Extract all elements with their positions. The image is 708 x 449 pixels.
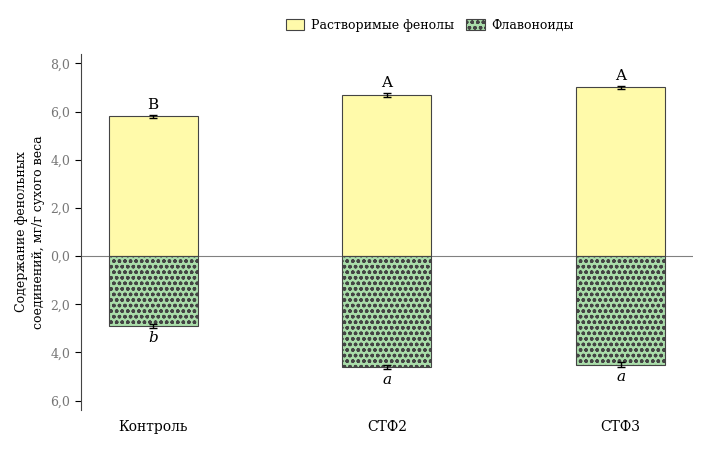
Bar	[343, 95, 431, 256]
Text: A: A	[615, 69, 627, 83]
Bar	[108, 256, 198, 326]
Text: a: a	[382, 373, 392, 387]
Legend: Растворимые фенолы, Флавоноиды: Растворимые фенолы, Флавоноиды	[280, 13, 579, 36]
Bar	[108, 116, 198, 256]
Text: B: B	[147, 98, 159, 112]
Text: A: A	[382, 76, 392, 90]
Bar	[576, 256, 666, 365]
Y-axis label: Содержание фенольных
соединений, мг/г сухого веса: Содержание фенольных соединений, мг/г су…	[15, 135, 45, 329]
Bar	[576, 88, 666, 256]
Bar	[343, 256, 431, 367]
Text: a: a	[616, 370, 625, 384]
Text: b: b	[148, 331, 158, 345]
